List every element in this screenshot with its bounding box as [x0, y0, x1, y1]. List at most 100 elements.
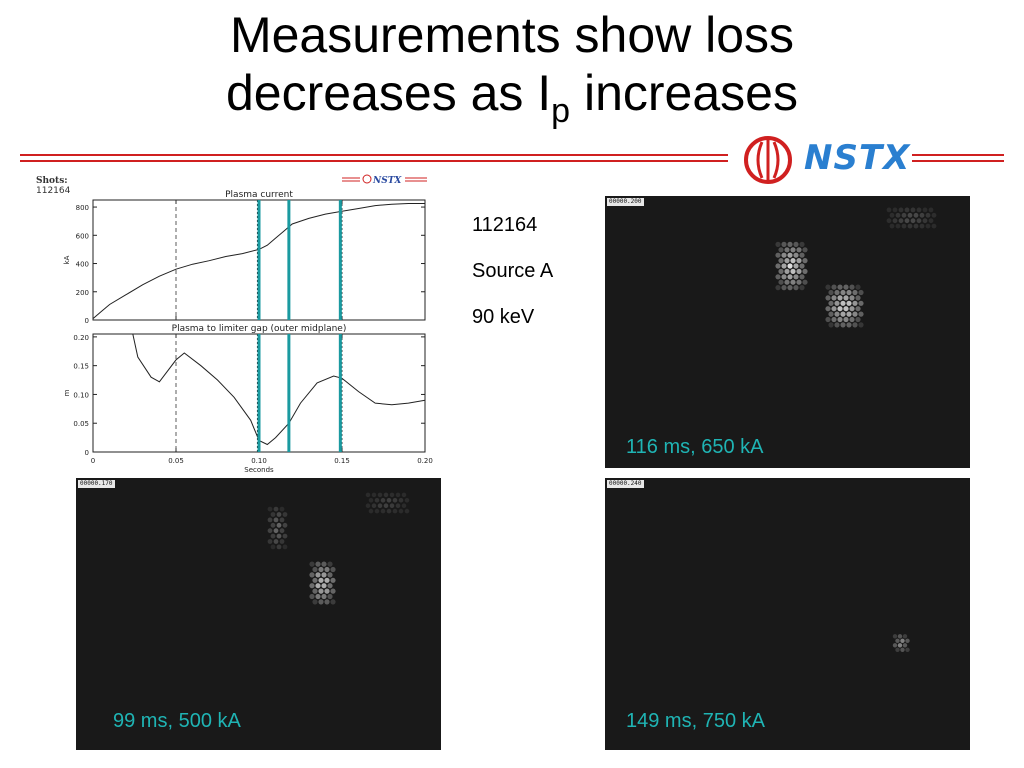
- light-spot: [324, 566, 330, 573]
- light-spot: [886, 207, 892, 213]
- camera-image-116ms: [775, 207, 937, 328]
- light-spot: [895, 647, 900, 652]
- light-spot: [787, 263, 793, 269]
- light-spot: [330, 588, 336, 594]
- light-spot: [401, 503, 407, 508]
- light-spot: [398, 508, 404, 514]
- x-tick-label: 0.15: [334, 457, 350, 465]
- light-spot: [849, 316, 855, 323]
- light-spot: [386, 498, 392, 503]
- light-spot: [778, 258, 784, 264]
- light-spot: [321, 593, 327, 600]
- light-spot: [843, 295, 849, 301]
- light-spot: [919, 223, 925, 229]
- light-spot: [900, 638, 905, 643]
- light-spot: [907, 223, 913, 229]
- y-tick-label: 0: [85, 449, 89, 457]
- light-spot: [318, 566, 324, 573]
- light-spot: [784, 268, 790, 274]
- camera-frame-116ms: 00000.200 116 ms, 650 kA: [605, 196, 970, 468]
- light-spot: [775, 241, 781, 247]
- light-spot: [312, 588, 318, 594]
- nstx-logo-text: NSTX: [804, 138, 911, 178]
- light-spot: [315, 583, 321, 589]
- y-tick-label: 0.20: [73, 334, 89, 342]
- light-spot: [790, 247, 796, 253]
- light-spot: [267, 528, 273, 534]
- light-spot: [837, 316, 843, 323]
- light-spot: [831, 284, 837, 290]
- light-spot: [843, 284, 849, 290]
- light-spot: [324, 599, 330, 605]
- shot-info: 112164 Source A 90 keV: [472, 214, 553, 352]
- camera-timestamp: 00000.170: [78, 480, 115, 488]
- y-tick-label: 600: [76, 232, 89, 240]
- light-spot: [279, 539, 285, 544]
- y-tick-label: 0.10: [73, 391, 89, 399]
- light-spot: [775, 285, 781, 291]
- light-spot: [315, 572, 321, 578]
- light-spot: [895, 638, 900, 643]
- light-spot: [790, 268, 796, 274]
- light-spot: [282, 533, 288, 539]
- light-spot: [925, 212, 931, 218]
- light-spot: [846, 289, 852, 296]
- camera-timestamp: 00000.240: [607, 480, 644, 488]
- light-spot: [905, 638, 910, 643]
- camera-frame-149ms: 00000.240 149 ms, 750 kA: [605, 478, 970, 750]
- light-spot: [922, 218, 928, 224]
- light-spot: [799, 252, 805, 258]
- light-spot: [849, 306, 855, 312]
- light-spot: [837, 295, 843, 301]
- light-spot: [312, 599, 318, 605]
- light-spot: [796, 258, 802, 264]
- light-spot: [781, 285, 787, 291]
- light-spot: [892, 218, 898, 224]
- chart-panel-1: Plasma to limiter gap (outer midplane)00…: [63, 324, 433, 474]
- light-spot: [380, 508, 386, 514]
- light-spot: [802, 247, 808, 253]
- light-spot: [279, 517, 285, 523]
- light-spot: [371, 503, 377, 508]
- light-spot: [389, 503, 395, 508]
- light-spot: [778, 247, 784, 253]
- light-spot: [852, 289, 858, 296]
- light-spot: [858, 322, 864, 328]
- light-spot: [392, 498, 398, 503]
- series-line: [92, 203, 425, 319]
- light-spot: [276, 522, 282, 528]
- light-spot: [928, 218, 934, 224]
- light-spot: [404, 498, 410, 503]
- light-spot: [901, 223, 907, 229]
- y-tick-label: 800: [76, 204, 89, 212]
- shots-label: Shots:: [36, 176, 68, 186]
- light-spot: [787, 241, 793, 247]
- header-rule-left-bottom: [20, 160, 728, 162]
- light-spot: [270, 533, 276, 539]
- light-spot: [849, 295, 855, 301]
- shot-number: 112164: [472, 214, 538, 236]
- light-cluster: [892, 634, 910, 652]
- light-spot: [790, 258, 796, 264]
- light-spot: [793, 241, 799, 247]
- y-axis-label: m: [63, 389, 71, 396]
- light-spot: [799, 274, 805, 280]
- light-spot: [799, 241, 805, 247]
- light-spot: [840, 289, 846, 296]
- light-spot: [282, 522, 288, 528]
- light-spot: [787, 274, 793, 280]
- light-spot: [831, 316, 837, 323]
- light-spot: [825, 284, 831, 290]
- camera-label: 99 ms, 500 kA: [113, 710, 241, 732]
- light-spot: [374, 498, 380, 503]
- light-spot: [886, 218, 892, 224]
- light-spot: [849, 284, 855, 290]
- light-spot: [273, 539, 279, 544]
- title-line-2: decreases as Ip increases: [0, 64, 1024, 128]
- camera-label: 149 ms, 750 kA: [626, 710, 765, 732]
- light-spot: [902, 643, 908, 648]
- light-spot: [365, 492, 371, 498]
- light-spot: [855, 316, 861, 323]
- light-spot: [330, 566, 336, 573]
- light-spot: [796, 247, 802, 253]
